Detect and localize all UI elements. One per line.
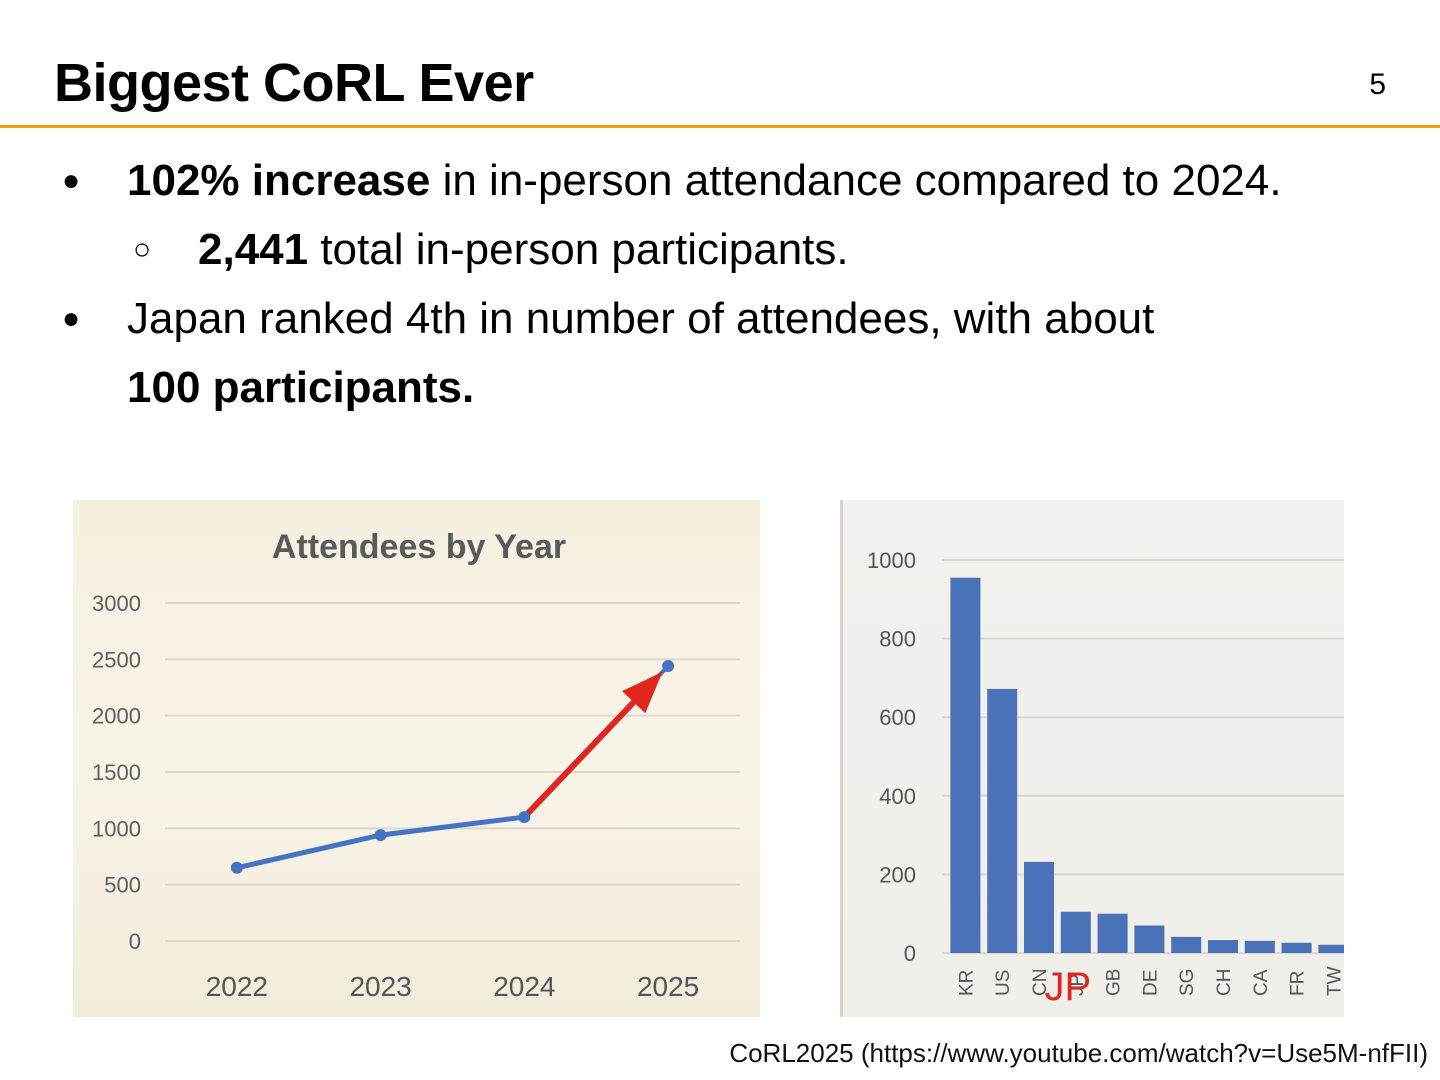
y-tick-label: 2000 bbox=[92, 704, 141, 729]
x-tick-label: TW bbox=[1324, 966, 1344, 996]
bar-sg bbox=[1171, 936, 1202, 953]
series-line bbox=[236, 814, 525, 871]
bullet-marker: ● bbox=[62, 302, 81, 335]
source-caption: CoRL2025 (https://www.youtube.com/watch?… bbox=[729, 1038, 1428, 1068]
page-number: 5 bbox=[1369, 68, 1386, 101]
y-tick-label: 0 bbox=[904, 941, 916, 966]
x-tick-label: FR bbox=[1288, 971, 1309, 996]
bar-jp bbox=[1060, 911, 1091, 953]
bar-fr bbox=[1281, 942, 1312, 953]
x-tick-label: 2022 bbox=[206, 971, 268, 1002]
y-tick-label: 500 bbox=[104, 873, 141, 898]
bullet-text: Japan ranked 4th in number of attendees,… bbox=[127, 294, 1155, 343]
x-tick-label: KR bbox=[956, 970, 977, 996]
x-tick-label: 2024 bbox=[493, 971, 555, 1002]
bullet-text: total in-person participants. bbox=[308, 225, 849, 274]
bullet-continuation: 100 participants. bbox=[127, 353, 474, 422]
y-tick-label: 1000 bbox=[92, 816, 141, 841]
title-divider bbox=[0, 125, 1440, 128]
data-point bbox=[662, 659, 675, 672]
bullet-bold: 2,441 bbox=[198, 225, 309, 274]
y-tick-label: 1000 bbox=[867, 548, 916, 573]
y-tick-label: 800 bbox=[879, 627, 916, 652]
bar-kr bbox=[950, 577, 981, 953]
line-chart-svg: Attendees by Year 0 500 1000 1500 2000 2500 300… bbox=[92, 528, 740, 1002]
x-tick-label: DE bbox=[1140, 970, 1161, 996]
bar-gb bbox=[1097, 913, 1128, 953]
bar-ch bbox=[1208, 940, 1238, 953]
bullet-text: in in-person attendance compared to 2024… bbox=[430, 156, 1282, 205]
bar-tw bbox=[1318, 944, 1344, 953]
y-tick-label: 600 bbox=[879, 705, 916, 730]
bullet-bold: 100 participants. bbox=[127, 363, 475, 412]
bar-us bbox=[987, 688, 1018, 953]
y-tick-label: 200 bbox=[879, 862, 916, 887]
x-tick-label: JP bbox=[1067, 974, 1088, 996]
data-point bbox=[518, 811, 531, 824]
y-tick-label: 1500 bbox=[92, 760, 141, 785]
x-tick-label: SG bbox=[1177, 969, 1198, 996]
attendees-by-country-chart: 0 200 400 600 800 1000 KR US CN JP GB DE SG CH CA FR TW J… bbox=[840, 500, 1344, 1017]
y-tick-label: 2500 bbox=[92, 647, 141, 672]
bullet-item: Japan ranked 4th in number of attendees,… bbox=[127, 284, 1154, 353]
bar-cn bbox=[1024, 861, 1054, 953]
sub-bullet-marker: ○ bbox=[133, 233, 152, 266]
data-point bbox=[230, 861, 243, 874]
data-point bbox=[374, 829, 387, 842]
y-tick-label: 400 bbox=[879, 784, 916, 809]
bullet-bold: 102% increase bbox=[127, 156, 431, 205]
x-tick-label: CA bbox=[1251, 969, 1272, 996]
bar-de bbox=[1134, 925, 1165, 953]
bar-ca bbox=[1244, 940, 1275, 953]
slide-title: Biggest CoRL Ever bbox=[54, 53, 534, 113]
x-tick-label: GB bbox=[1104, 969, 1125, 996]
bullet-item: 102% increase in in-person attendance co… bbox=[127, 146, 1282, 215]
jp-highlight-label: JP bbox=[1044, 965, 1091, 1009]
x-tick-label: 2023 bbox=[349, 971, 411, 1002]
y-tick-label: 3000 bbox=[92, 591, 141, 616]
chart-title: Attendees by Year bbox=[272, 528, 566, 566]
trend-arrow-head bbox=[622, 671, 663, 714]
attendees-by-year-chart: Attendees by Year 0 500 1000 1500 2000 2500 300… bbox=[73, 500, 760, 1017]
x-tick-label: 2025 bbox=[637, 971, 699, 1002]
sub-bullet-item: 2,441 total in-person participants. bbox=[198, 215, 849, 284]
bullet-marker: ● bbox=[62, 164, 81, 197]
y-tick-label: 0 bbox=[129, 929, 141, 954]
x-tick-label: US bbox=[993, 970, 1014, 996]
trend-arrow-shaft bbox=[522, 700, 636, 820]
x-tick-label: CN bbox=[1030, 969, 1051, 996]
x-tick-label: CH bbox=[1214, 969, 1235, 996]
